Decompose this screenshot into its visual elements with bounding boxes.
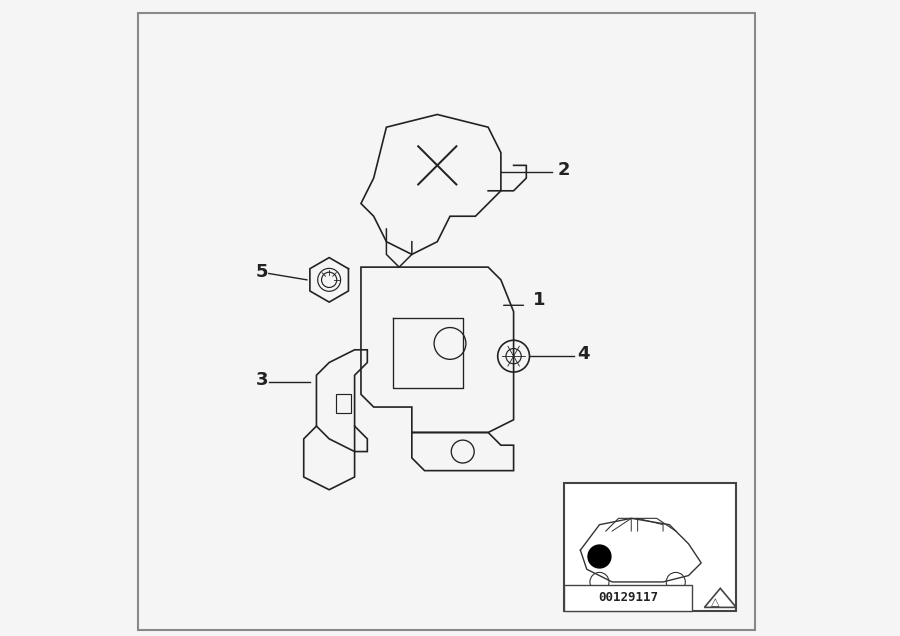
Bar (564, 483, 736, 611)
Bar (564, 585, 692, 611)
Text: △: △ (711, 597, 720, 607)
Bar (336, 394, 351, 413)
Circle shape (588, 545, 611, 568)
Text: 1: 1 (533, 291, 545, 309)
Text: 2: 2 (558, 161, 571, 179)
Text: 3: 3 (256, 371, 268, 389)
Text: 00129117: 00129117 (598, 591, 658, 604)
Text: 4: 4 (577, 345, 590, 363)
Text: 5: 5 (256, 263, 268, 280)
